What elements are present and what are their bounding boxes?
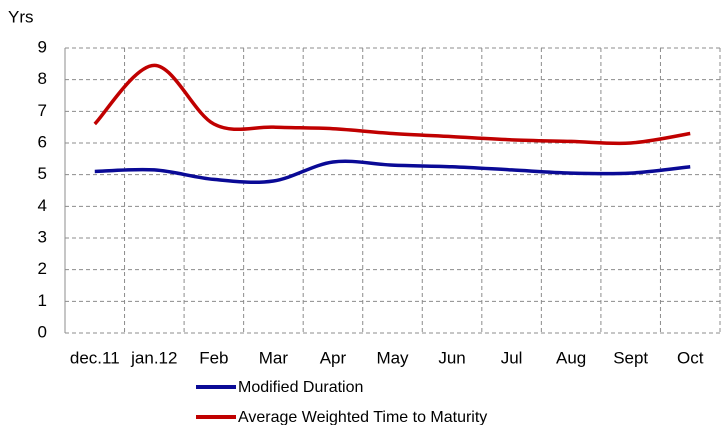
y-tick-label: 7 (38, 101, 47, 120)
y-tick-label: 8 (38, 69, 47, 88)
x-tick-label: Jun (438, 348, 465, 367)
legend-label: Modified Duration (238, 379, 363, 396)
y-tick-label: 6 (38, 132, 47, 151)
y-tick-label: 2 (38, 259, 47, 278)
y-tick-label: 0 (38, 322, 47, 341)
x-tick-label: Jul (501, 348, 523, 367)
legend-label: Average Weighted Time to Maturity (238, 409, 487, 425)
x-tick-label: May (376, 348, 409, 367)
y-tick-label: 1 (38, 291, 47, 310)
y-tick-label: 3 (38, 227, 47, 246)
y-tick-label: 9 (38, 37, 47, 56)
x-tick-label: Aug (556, 348, 586, 367)
x-tick-label: Feb (199, 348, 228, 367)
y-axis-label: Yrs (8, 7, 34, 26)
x-tick-label: jan.12 (130, 348, 177, 367)
y-tick-label: 4 (38, 196, 47, 215)
series-line (94, 159, 691, 185)
x-tick-label: Apr (320, 348, 347, 367)
x-tick-label: Sept (613, 348, 648, 367)
series-line (93, 63, 691, 146)
x-tick-label: dec.11 (70, 348, 120, 367)
x-tick-label: Oct (677, 348, 704, 367)
x-tick-label: Mar (259, 348, 289, 367)
y-tick-label: 5 (38, 164, 47, 183)
